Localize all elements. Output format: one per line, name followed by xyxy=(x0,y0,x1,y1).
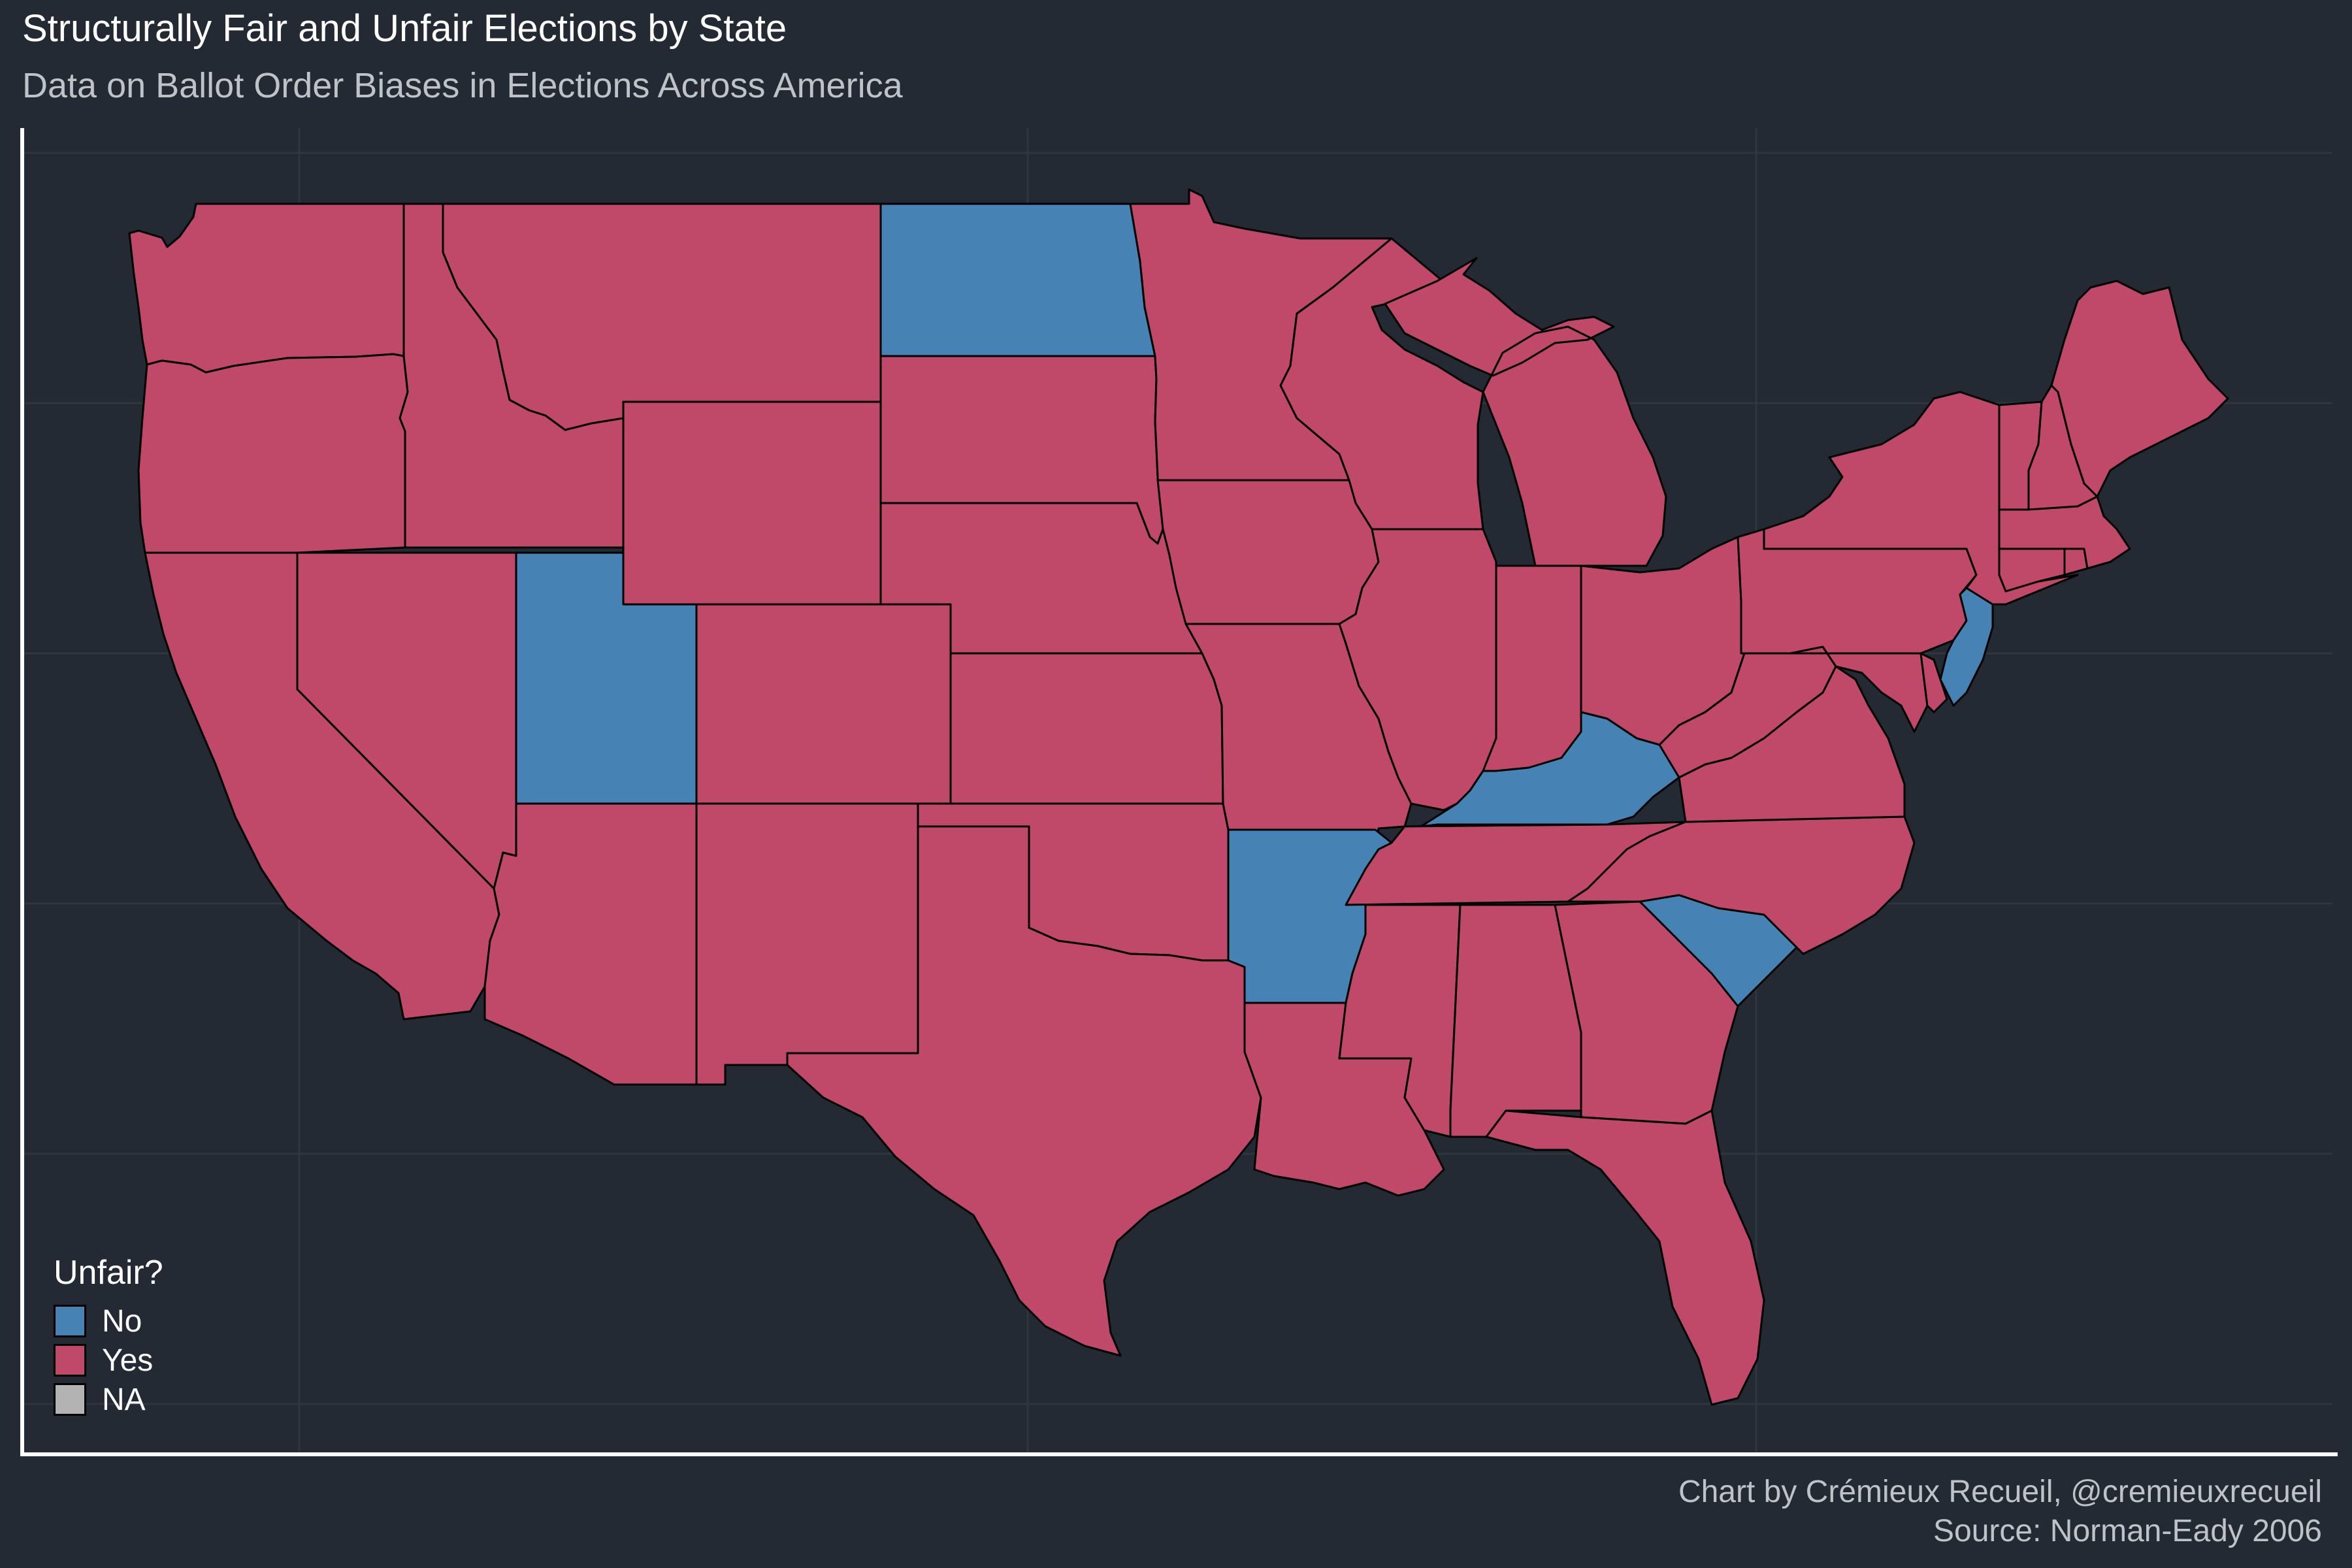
legend-label-na: NA xyxy=(102,1382,146,1417)
state-delaware xyxy=(1919,652,1948,713)
state-oregon xyxy=(137,353,409,554)
state-wisconsin xyxy=(1279,237,1484,531)
caption-source: Source: Norman-Eady 2006 xyxy=(1933,1514,2322,1548)
legend-label-yes: Yes xyxy=(102,1343,154,1378)
state-michigan xyxy=(1384,257,1667,567)
state-kentucky xyxy=(1420,711,1680,828)
state-iowa xyxy=(1156,479,1380,625)
state-north-carolina xyxy=(1567,815,1916,955)
legend-key-na xyxy=(54,1383,86,1416)
chart-title: Structurally Fair and Unfair Elections b… xyxy=(22,7,787,50)
chart-subtitle: Data on Ballot Order Biases in Elections… xyxy=(22,66,903,105)
state-new-jersey xyxy=(1939,587,1994,707)
state-wyoming xyxy=(622,400,882,606)
state-indiana xyxy=(1482,564,1582,772)
legend-key-no xyxy=(54,1305,86,1337)
state-colorado xyxy=(695,603,952,805)
axis-lines xyxy=(20,128,2338,1456)
state-new-mexico xyxy=(695,802,919,1086)
state-montana xyxy=(442,203,882,431)
state-florida xyxy=(1485,1109,1765,1406)
caption: Chart by Crémieux Recueil, @cremieuxrecu… xyxy=(1678,1473,2322,1551)
state-texas xyxy=(786,825,1262,1357)
legend-key-yes xyxy=(54,1344,86,1377)
state-washington xyxy=(128,203,405,374)
state-north-dakota xyxy=(879,203,1156,357)
state-kansas xyxy=(949,652,1224,805)
legend-item-na: NA xyxy=(54,1380,163,1419)
caption-author: Chart by Crémieux Recueil, @cremieuxrecu… xyxy=(1678,1475,2322,1509)
legend-item-yes: Yes xyxy=(54,1341,163,1380)
legend-item-no: No xyxy=(54,1301,163,1341)
legend: Unfair? No Yes NA xyxy=(54,1253,163,1419)
state-arizona xyxy=(483,802,698,1086)
legend-label-no: No xyxy=(102,1303,142,1339)
state-maine xyxy=(2050,280,2229,498)
legend-title: Unfair? xyxy=(54,1254,163,1292)
